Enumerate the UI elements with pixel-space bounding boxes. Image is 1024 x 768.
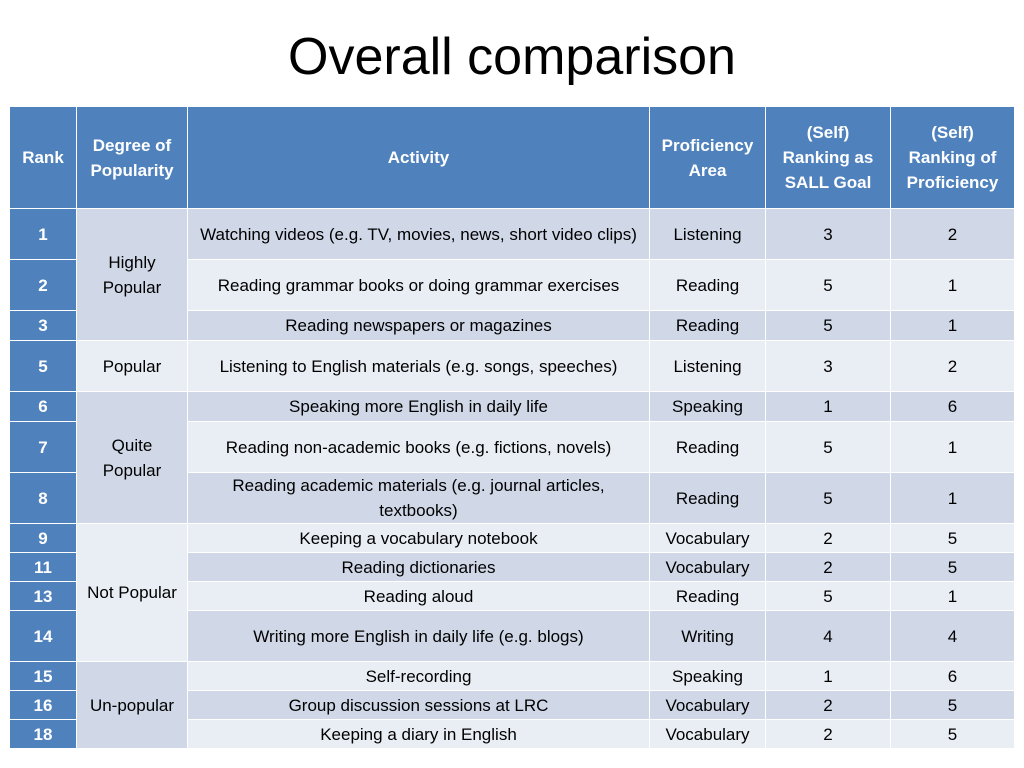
- popularity-group-cell: Un-popular: [76, 661, 188, 749]
- proficiency-cell: 4: [890, 610, 1015, 662]
- sall-goal-cell: 2: [765, 690, 891, 720]
- activity-cell: Watching videos (e.g. TV, movies, news, …: [187, 208, 650, 260]
- sall-goal-cell: 1: [765, 391, 891, 422]
- area-cell: Listening: [649, 340, 766, 392]
- popularity-group-cell: Highly Popular: [76, 208, 188, 341]
- activity-cell: Reading aloud: [187, 581, 650, 611]
- table-row: 18 Keeping a diary in English Vocabulary…: [9, 719, 1015, 749]
- table-row: 11 Reading dictionaries Vocabulary 2 5: [9, 552, 1015, 582]
- sall-goal-cell: 5: [765, 310, 891, 341]
- activity-cell: Reading newspapers or magazines: [187, 310, 650, 341]
- sall-goal-cell: 2: [765, 719, 891, 749]
- sall-goal-cell: 1: [765, 661, 891, 691]
- header-popularity: Degree of Popularity: [76, 106, 188, 209]
- activity-cell: Self-recording: [187, 661, 650, 691]
- header-row: Rank Degree of Popularity Activity Profi…: [9, 106, 1015, 209]
- header-rank: Rank: [9, 106, 77, 209]
- rank-cell: 2: [9, 259, 77, 311]
- header-sall-goal: (Self) Ranking as SALL Goal: [765, 106, 891, 209]
- activity-cell: Listening to English materials (e.g. son…: [187, 340, 650, 392]
- rank-cell: 1: [9, 208, 77, 260]
- popularity-group-cell: Quite Popular: [76, 391, 188, 524]
- table-row: 15 Un-popular Self-recording Speaking 1 …: [9, 661, 1015, 749]
- sall-goal-cell: 5: [765, 581, 891, 611]
- activity-cell: Keeping a vocabulary notebook: [187, 523, 650, 553]
- area-cell: Vocabulary: [649, 690, 766, 720]
- rank-cell: 14: [9, 610, 77, 662]
- sall-goal-cell: 5: [765, 472, 891, 524]
- proficiency-cell: 1: [890, 259, 1015, 311]
- area-cell: Vocabulary: [649, 523, 766, 553]
- area-cell: Reading: [649, 581, 766, 611]
- proficiency-cell: 5: [890, 552, 1015, 582]
- table-row: 14 Writing more English in daily life (e…: [9, 610, 1015, 662]
- table-row: 5 Popular Listening to English materials…: [9, 340, 1015, 392]
- table-row: 8 Reading academic materials (e.g. journ…: [9, 472, 1015, 524]
- rank-cell: 9: [9, 523, 77, 553]
- proficiency-cell: 2: [890, 340, 1015, 392]
- activity-cell: Speaking more English in daily life: [187, 391, 650, 422]
- rank-cell: 8: [9, 472, 77, 524]
- activity-cell: Reading academic materials (e.g. journal…: [187, 472, 650, 524]
- area-cell: Vocabulary: [649, 719, 766, 749]
- sall-goal-cell: 2: [765, 552, 891, 582]
- activity-cell: Writing more English in daily life (e.g.…: [187, 610, 650, 662]
- proficiency-cell: 1: [890, 472, 1015, 524]
- activity-cell: Reading grammar books or doing grammar e…: [187, 259, 650, 311]
- area-cell: Reading: [649, 421, 766, 473]
- proficiency-cell: 5: [890, 719, 1015, 749]
- sall-goal-cell: 3: [765, 340, 891, 392]
- table-row: 9 Not Popular Keeping a vocabulary noteb…: [9, 523, 1015, 662]
- sall-goal-cell: 2: [765, 523, 891, 553]
- area-cell: Speaking: [649, 391, 766, 422]
- rank-cell: 6: [9, 391, 77, 422]
- activity-cell: Reading dictionaries: [187, 552, 650, 582]
- rank-cell: 11: [9, 552, 77, 582]
- table-row: 13 Reading aloud Reading 5 1: [9, 581, 1015, 611]
- rank-cell: 16: [9, 690, 77, 720]
- rank-cell: 13: [9, 581, 77, 611]
- rank-cell: 3: [9, 310, 77, 341]
- popularity-group-cell: Popular: [76, 340, 188, 392]
- sall-goal-cell: 5: [765, 259, 891, 311]
- sall-goal-cell: 3: [765, 208, 891, 260]
- proficiency-cell: 5: [890, 523, 1015, 553]
- rank-cell: 7: [9, 421, 77, 473]
- proficiency-cell: 2: [890, 208, 1015, 260]
- sall-goal-cell: 5: [765, 421, 891, 473]
- proficiency-cell: 6: [890, 391, 1015, 422]
- sall-goal-cell: 4: [765, 610, 891, 662]
- activity-cell: Keeping a diary in English: [187, 719, 650, 749]
- rank-cell: 15: [9, 661, 77, 691]
- header-proficiency-ranking: (Self) Ranking of Proficiency: [890, 106, 1015, 209]
- table-row: 6 Quite Popular Speaking more English in…: [9, 391, 1015, 524]
- activity-cell: Reading non-academic books (e.g. fiction…: [187, 421, 650, 473]
- area-cell: Vocabulary: [649, 552, 766, 582]
- rank-cell: 18: [9, 719, 77, 749]
- area-cell: Reading: [649, 259, 766, 311]
- area-cell: Writing: [649, 610, 766, 662]
- header-activity: Activity: [187, 106, 650, 209]
- slide-title: Overall comparison: [288, 28, 736, 86]
- area-cell: Speaking: [649, 661, 766, 691]
- table-row: 2 Reading grammar books or doing grammar…: [9, 259, 1015, 311]
- proficiency-cell: 5: [890, 690, 1015, 720]
- proficiency-cell: 1: [890, 421, 1015, 473]
- proficiency-cell: 1: [890, 310, 1015, 341]
- area-cell: Reading: [649, 472, 766, 524]
- table-row: 3 Reading newspapers or magazines Readin…: [9, 310, 1015, 341]
- area-cell: Reading: [649, 310, 766, 341]
- popularity-group-cell: Not Popular: [76, 523, 188, 662]
- area-cell: Listening: [649, 208, 766, 260]
- proficiency-cell: 6: [890, 661, 1015, 691]
- activity-cell: Group discussion sessions at LRC: [187, 690, 650, 720]
- table-row: 1 Highly Popular Watching videos (e.g. T…: [9, 208, 1015, 341]
- comparison-table: Rank Degree of Popularity Activity Profi…: [9, 106, 1015, 749]
- table-row: 16 Group discussion sessions at LRC Voca…: [9, 690, 1015, 720]
- proficiency-cell: 1: [890, 581, 1015, 611]
- rank-cell: 5: [9, 340, 77, 392]
- header-proficiency-area: Proficiency Area: [649, 106, 766, 209]
